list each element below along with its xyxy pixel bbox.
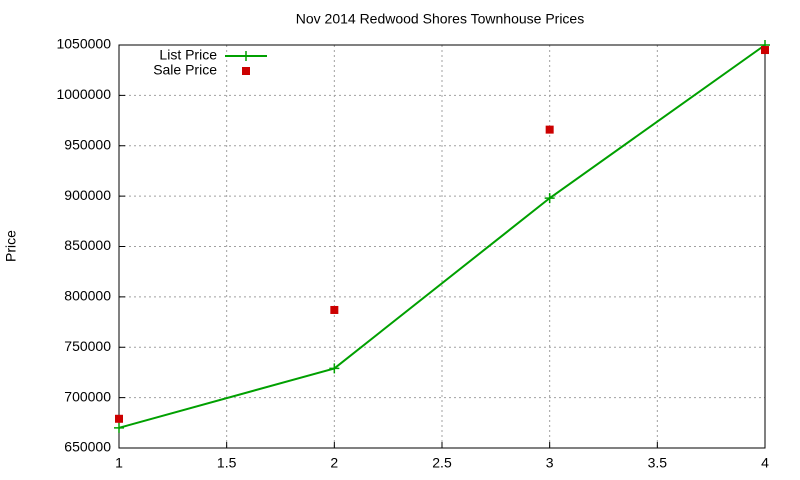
point [761,46,769,55]
legend-marker [242,67,250,75]
y-tick-label: 850000 [64,237,111,253]
series-line [118,44,766,429]
x-tick-label: 4 [761,455,769,471]
point [114,422,124,433]
legend-label: List Price [159,47,217,63]
x-tick-label: 2 [330,455,338,471]
x-tick-label: 1 [115,455,123,471]
point [544,193,555,204]
x-tick-label: 3 [546,455,554,471]
x-tick-label: 3.5 [648,455,668,471]
legend-marker [241,51,251,61]
point [115,414,123,423]
y-tick-label: 950000 [64,136,111,152]
y-tick-label: 1050000 [56,36,111,52]
y-tick-label: 700000 [64,388,111,404]
plot-frame [118,44,766,449]
y-tick-label: 1000000 [56,86,111,102]
point [329,363,340,374]
y-axis-label: Price [3,230,19,262]
y-tick-label: 750000 [64,338,111,354]
chart-title: Nov 2014 Redwood Shores Townhouse Prices [296,11,584,27]
y-tick-label: 800000 [64,288,111,304]
y-tick-label: 900000 [64,187,111,203]
legend-label: Sale Price [153,62,217,78]
point [330,305,339,314]
point [545,125,554,134]
x-tick-label: 2.5 [432,455,452,471]
y-tick-label: 650000 [64,439,111,455]
x-tick-label: 1.5 [217,455,237,471]
